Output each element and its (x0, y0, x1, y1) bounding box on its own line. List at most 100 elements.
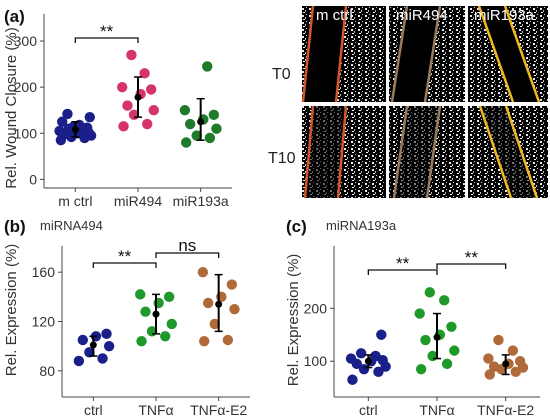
data-point-b (229, 303, 240, 315)
chart-a: 0 100 200 300 m ctrl miR494 miR193a ** (14, 14, 232, 209)
data-point-a (191, 130, 202, 141)
data-point-c (347, 374, 358, 385)
data-point-b (197, 266, 209, 278)
significance-bracket-b (155, 252, 220, 258)
data-point-b (198, 336, 210, 347)
mean-marker-c (433, 333, 441, 341)
data-point-c (370, 350, 381, 362)
x-tick-label-b: ctrl (84, 402, 103, 417)
x-tick-label-b: TNFα (138, 402, 173, 417)
data-point-a (145, 84, 157, 95)
image-col-mir193a: miR193a (474, 7, 535, 24)
data-point-c (373, 366, 384, 378)
mean-marker-c (502, 360, 510, 368)
data-point-b (216, 291, 227, 303)
data-point-c (358, 363, 370, 375)
y-tick-label-b: 80 (39, 363, 55, 379)
data-point-a (142, 118, 153, 130)
image-mctrl-t10 (302, 105, 386, 199)
data-point-a (180, 137, 192, 148)
data-point-c (446, 321, 457, 332)
data-point-a (204, 132, 216, 144)
data-point-a (118, 121, 129, 132)
data-point-c (415, 363, 427, 375)
significance-bracket-b (92, 262, 157, 268)
image-row-t0: T0 (272, 66, 291, 83)
data-point-b (160, 331, 171, 342)
mean-marker-c (364, 357, 372, 365)
data-point-c (355, 348, 367, 359)
data-point-b (84, 347, 95, 358)
data-point-b (226, 279, 238, 290)
x-tick-label-a: miR193a (173, 193, 229, 209)
mean-marker-b (89, 341, 97, 349)
x-tick-label-b: TNFα-E2 (190, 402, 247, 417)
data-point-a (208, 109, 220, 121)
data-point-a (148, 105, 159, 116)
mean-marker-b (215, 300, 223, 308)
panel-c-label: (c) (286, 217, 307, 236)
data-point-b (103, 340, 115, 352)
x-tick-label-c: TNFα (419, 402, 454, 417)
data-point-b (97, 353, 108, 364)
data-point-c (376, 329, 387, 340)
image-mir494-t10 (389, 105, 465, 199)
mean-marker-b (152, 310, 160, 318)
x-tick-label-c: ctrl (359, 402, 378, 417)
significance-label-c: ** (465, 248, 479, 267)
data-point-b (73, 355, 85, 367)
significance-bracket-a (74, 37, 139, 43)
image-row-t10: T10 (268, 150, 296, 167)
y-tick-label-c: 100 (304, 353, 328, 369)
data-point-b (101, 328, 112, 340)
data-point-c (483, 353, 494, 364)
panel-a-ylabel: Rel. Wound Closure (%) (3, 27, 20, 188)
data-point-b (153, 297, 164, 309)
data-point-c (345, 353, 357, 364)
data-point-a (139, 68, 150, 79)
x-tick-label-a: m ctrl (58, 193, 92, 209)
image-col-mir494: miR494 (396, 7, 448, 24)
data-point-c (439, 295, 450, 306)
image-col-mctrl: m ctrl (316, 7, 353, 24)
data-point-a (179, 105, 191, 116)
panel-c-ylabel: Rel. Expression (%) (285, 254, 302, 387)
data-point-c (414, 308, 425, 319)
data-point-c (507, 345, 519, 356)
panel-a-label: (a) (4, 7, 25, 26)
data-point-a (117, 81, 128, 93)
chart-b: 80 120 160 ctrl TNFα TNFα-E2 ** ns (32, 236, 250, 417)
y-tick-label-b: 120 (32, 314, 56, 330)
data-point-b (140, 306, 151, 317)
data-point-b (135, 289, 146, 300)
significance-label-b: ** (118, 247, 132, 266)
data-point-c (449, 345, 460, 356)
chart-c: 100 200 ctrl TNFα TNFα-E2 ** ** (304, 246, 540, 417)
x-tick-label-a: miR494 (114, 193, 162, 209)
image-mir494-t0 (389, 5, 465, 103)
mean-marker-a (71, 126, 79, 134)
data-point-c (514, 356, 526, 367)
y-tick-label-a: 300 (14, 33, 38, 49)
data-point-b (222, 334, 234, 346)
data-point-b (202, 297, 214, 309)
panel-b-subtitle: miRNA494 (40, 218, 103, 233)
data-point-b (209, 318, 220, 330)
y-tick-label-a: 0 (29, 171, 37, 187)
y-tick-label-c: 200 (304, 300, 328, 316)
mean-marker-a (197, 118, 205, 126)
data-point-b (163, 291, 175, 303)
data-point-c (493, 334, 504, 346)
y-tick-label-a: 100 (14, 125, 38, 141)
x-tick-label-c: TNFα-E2 (477, 402, 534, 417)
data-point-b (166, 318, 177, 330)
data-point-c (484, 369, 496, 380)
data-point-a (81, 122, 93, 133)
wound-image-grid: m ctrl miR494 miR193a T0 T10 (266, 5, 548, 199)
significance-bracket-c (436, 263, 507, 269)
data-point-a (54, 125, 65, 137)
y-tick-label-a: 200 (14, 79, 38, 95)
data-point-a (211, 123, 222, 134)
significance-bracket-c (367, 269, 438, 275)
image-mctrl-t0 (301, 5, 386, 103)
